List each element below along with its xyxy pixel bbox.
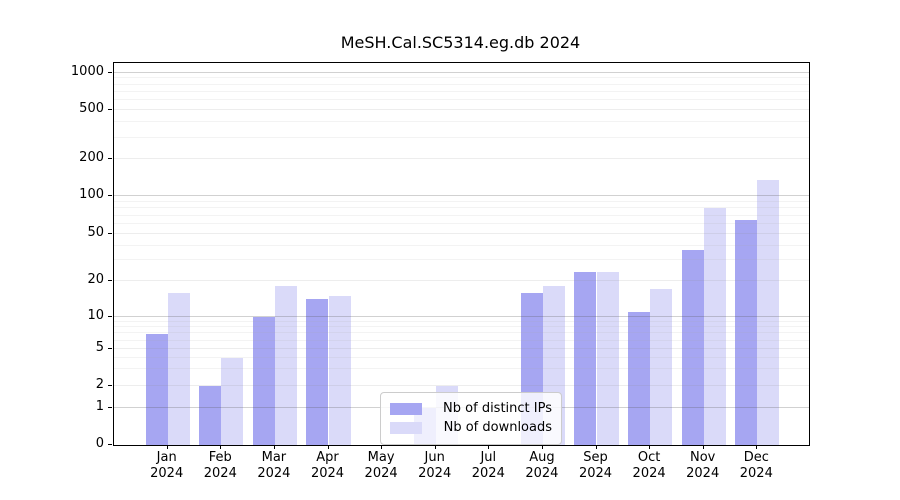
- gridline: [114, 158, 809, 160]
- y-tick-label: 2: [95, 376, 104, 392]
- y-tick-label: 5: [95, 340, 104, 356]
- gridline: [114, 91, 809, 93]
- bar-distinct-ips: [199, 385, 222, 445]
- bar-distinct-ips: [306, 299, 329, 445]
- bar-distinct-ips: [681, 249, 704, 445]
- legend-swatch-downloads: [390, 421, 422, 434]
- x-tick-label: Sep 2024: [578, 450, 613, 481]
- bar-downloads: [167, 292, 190, 445]
- x-tick: [541, 445, 543, 449]
- x-tick-label: Oct 2024: [632, 450, 666, 481]
- bar-distinct-ips: [574, 271, 597, 445]
- bar-distinct-ips: [252, 316, 275, 445]
- gridline: [114, 71, 809, 73]
- bar-distinct-ips: [145, 333, 168, 445]
- bar-downloads: [703, 208, 726, 445]
- x-tick: [327, 445, 329, 449]
- x-tick-label: Aug 2024: [525, 450, 559, 481]
- legend-item-downloads: Nb of downloads: [390, 418, 552, 437]
- y-tick: [108, 444, 112, 445]
- y-tick: [108, 71, 112, 73]
- x-tick: [649, 445, 651, 449]
- y-tick: [108, 109, 112, 111]
- gridline: [114, 136, 809, 138]
- gridline: [114, 77, 809, 79]
- bar-downloads: [757, 180, 780, 445]
- x-tick-label: Jan 2024: [150, 450, 184, 481]
- plot-area: Nb of distinct IPs Nb of downloads: [113, 62, 810, 446]
- x-tick: [756, 445, 758, 449]
- x-tick-label: Nov 2024: [686, 450, 720, 481]
- y-tick: [108, 233, 112, 235]
- legend-label-distinct-ips: Nb of distinct IPs: [443, 401, 552, 416]
- x-tick: [220, 445, 222, 449]
- gridline: [114, 109, 809, 111]
- gridline: [114, 200, 809, 202]
- y-tick-label: 200: [79, 150, 104, 166]
- legend-item-distinct-ips: Nb of distinct IPs: [390, 399, 552, 418]
- gridline: [114, 99, 809, 101]
- y-tick-label: 100: [79, 187, 104, 202]
- y-tick-label: 1000: [70, 63, 104, 79]
- x-tick-label: Jun 2024: [418, 450, 452, 481]
- bar-downloads: [650, 289, 673, 445]
- y-tick: [108, 384, 112, 386]
- x-tick: [488, 445, 490, 449]
- y-tick-label: 20: [87, 272, 104, 287]
- gridline: [114, 83, 809, 85]
- y-tick-label: 10: [87, 307, 104, 323]
- bar-downloads: [274, 286, 298, 445]
- bar-downloads: [596, 271, 619, 445]
- y-tick: [108, 195, 112, 196]
- x-tick: [434, 445, 436, 449]
- legend: Nb of distinct IPs Nb of downloads: [380, 392, 562, 445]
- x-tick: [381, 445, 383, 449]
- y-tick: [108, 158, 112, 160]
- gridline: [114, 121, 809, 123]
- x-tick: [702, 445, 704, 449]
- y-tick: [108, 280, 112, 281]
- y-tick-label: 50: [87, 225, 104, 241]
- x-tick-label: Jul 2024: [471, 450, 505, 481]
- x-tick: [595, 445, 597, 449]
- x-tick-label: Dec 2024: [739, 450, 773, 481]
- y-tick-label: 500: [79, 101, 104, 117]
- legend-label-downloads: Nb of downloads: [443, 420, 552, 435]
- x-tick-label: May 2024: [364, 450, 398, 481]
- x-tick: [273, 445, 275, 449]
- x-tick-label: Apr 2024: [310, 450, 345, 481]
- y-tick: [108, 348, 112, 350]
- y-tick-label: 1: [95, 398, 104, 414]
- y-tick: [108, 315, 112, 317]
- legend-swatch-distinct-ips: [390, 402, 422, 415]
- chart-title: MeSH.Cal.SC5314.eg.db 2024: [340, 33, 581, 52]
- bar-distinct-ips: [627, 311, 651, 445]
- bar-downloads: [221, 358, 244, 445]
- bar-downloads: [328, 295, 351, 445]
- x-tick-label: Mar 2024: [257, 450, 291, 481]
- y-tick: [108, 406, 112, 408]
- gridline: [114, 195, 809, 196]
- y-tick-label: 0: [95, 436, 104, 451]
- x-tick: [166, 445, 168, 449]
- bar-distinct-ips: [735, 219, 758, 445]
- x-tick-label: Feb 2024: [203, 450, 237, 481]
